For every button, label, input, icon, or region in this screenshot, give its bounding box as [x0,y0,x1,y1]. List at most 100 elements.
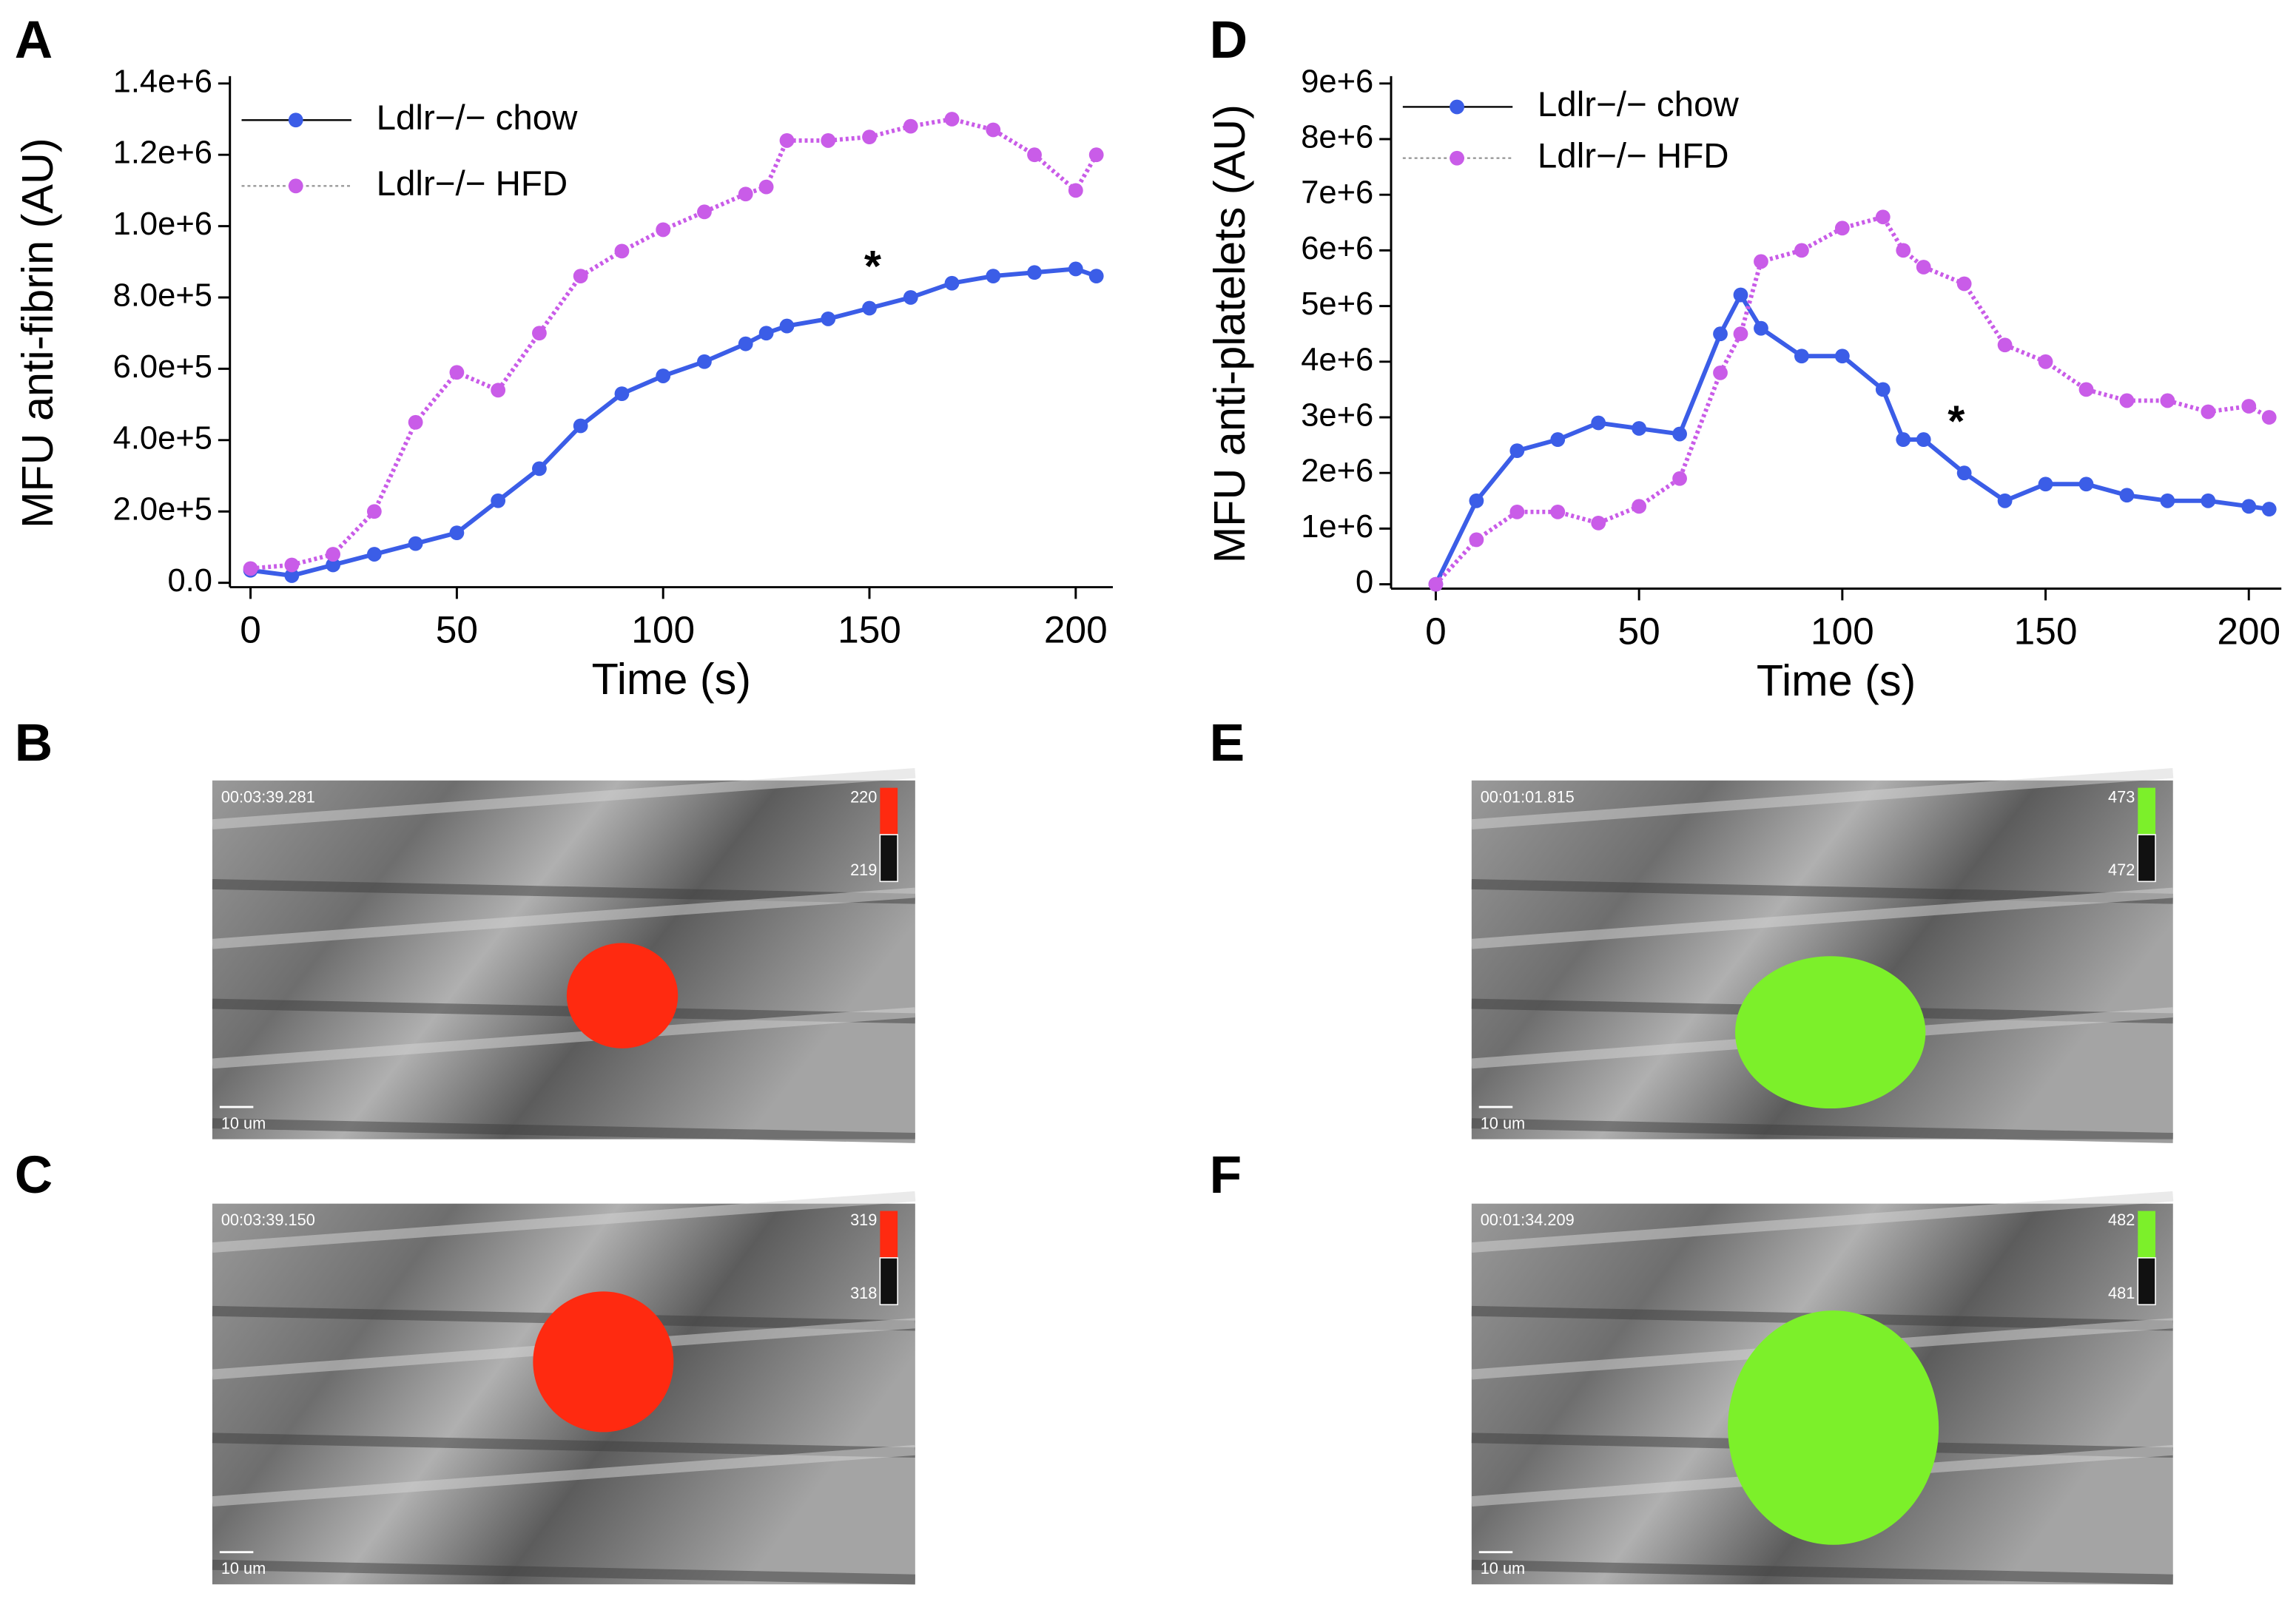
data-point [449,365,465,380]
x-tick-label: 50 [1618,609,1660,652]
data-point [449,525,465,541]
data-point [1754,254,1768,269]
data-point [2038,477,2053,492]
data-point [1632,421,1647,436]
tissue-fiber [212,1007,916,1069]
data-point [1632,499,1647,514]
colorbar-max: 319 [850,1211,877,1229]
data-point [1896,243,1911,258]
data-point [1469,493,1484,508]
legend-marker [288,178,303,194]
x-tick-label: 200 [1044,607,1108,650]
x-tick-label: 150 [2014,609,2078,652]
colorbar-bottom [879,834,898,883]
y-tick-label: 1.2e+6 [113,135,212,171]
data-point [573,269,588,283]
x-tick-label: 100 [631,607,695,650]
data-point [243,561,258,576]
scale-bar-label: 10 um [1481,1559,1525,1578]
data-point [1672,471,1687,486]
microscopy-image [212,780,915,1140]
y-axis-label: MFU anti-fibrin (AU) [13,138,62,528]
data-point [614,386,630,402]
colorbar-top [880,787,898,835]
data-point [2261,502,2277,516]
legend-marker [288,112,303,128]
data-point [491,493,506,508]
data-point [1591,515,1606,531]
y-tick-label: 4.0e+5 [113,420,212,456]
data-point [491,383,506,398]
data-point [1896,432,1911,447]
tissue-fiber [212,1444,916,1507]
data-point [2201,493,2216,508]
scale-bar-label: 10 um [221,1559,266,1578]
data-point [366,547,382,562]
x-tick-label: 100 [1811,609,1874,652]
data-point [532,326,547,341]
data-point [1733,287,1748,303]
timestamp: 00:01:34.209 [1481,1211,1575,1229]
data-point [656,222,671,238]
colorbar-max: 220 [850,787,877,806]
x-tick-label: 50 [436,607,478,650]
data-point [1997,493,2013,508]
data-point [1997,337,2013,353]
legend-label: Ldlr−/− chow [1538,85,1740,124]
colorbar-min: 481 [2108,1284,2135,1302]
y-tick-label: 2e+6 [1301,454,1373,489]
x-tick-label: 150 [838,607,901,650]
data-point [1733,326,1748,342]
data-point [1875,209,1891,225]
annotation: * [864,241,882,291]
data-point [1794,349,1809,364]
data-point [738,336,753,351]
data-point [326,557,341,573]
tissue-fiber [212,767,916,830]
tissue-fiber [1471,767,2174,830]
data-point [944,112,960,127]
y-tick-label: 0 [1356,565,1373,600]
data-point [2038,354,2053,369]
data-point [573,418,588,434]
data-point [779,133,795,148]
data-point [408,536,423,551]
y-tick-label: 4e+6 [1301,342,1373,377]
data-point [1754,320,1768,336]
y-tick-label: 1.0e+6 [113,206,212,242]
y-tick-label: 7e+6 [1301,175,1373,211]
data-point [738,186,753,202]
data-point [326,547,341,562]
data-point [1027,265,1042,280]
fluorescent-thrombus [566,943,679,1048]
data-point [1068,261,1083,277]
data-point [903,290,918,305]
data-point [2241,399,2257,414]
colorbar-top [2138,787,2156,835]
timestamp: 00:01:01.815 [1481,787,1575,806]
y-tick-label: 8e+6 [1301,119,1373,155]
y-tick-label: 6e+6 [1301,231,1373,266]
data-point [2160,393,2175,408]
data-point [1713,326,1728,342]
colorbar-bottom [2137,1257,2156,1306]
panel-label: A [15,11,53,70]
panel-label: B [15,714,53,772]
legend-label: Ldlr−/− HFD [1538,136,1729,175]
data-point [2119,488,2135,503]
colorbar-min: 472 [2108,861,2135,879]
colorbar-bottom [879,1257,898,1306]
data-point [1509,443,1525,459]
y-tick-label: 9e+6 [1301,64,1373,99]
data-point [1834,349,1850,364]
data-point [944,275,960,291]
data-point [1428,576,1444,592]
data-point [2261,410,2277,425]
y-axis-label: MFU anti-platelets (AU) [1205,104,1254,563]
colorbar-top [2138,1211,2156,1258]
data-point [2078,382,2094,397]
data-point [697,354,712,369]
tissue-fiber [1471,887,2174,949]
tissue-fiber [1471,1559,2173,1585]
legend-marker [1450,99,1464,115]
